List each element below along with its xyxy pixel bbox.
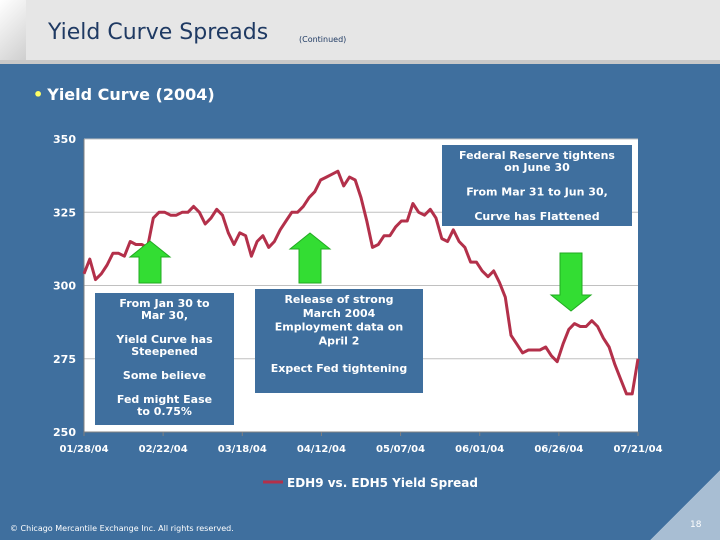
bullet-icon: • xyxy=(33,85,44,104)
y-tick-label: 350 xyxy=(53,133,76,146)
annotation-fed-text: From Mar 31 to Jun 30, xyxy=(466,186,608,199)
down-arrow-icon xyxy=(549,252,593,312)
copyright-notice: © Chicago Mercantile Exchange Inc. All r… xyxy=(10,524,234,533)
page-subtitle: (Continued) xyxy=(299,35,347,44)
annotation-release-text: March 2004 xyxy=(303,307,376,320)
annotation-release-text: Release of strong xyxy=(284,293,393,306)
x-tick-label: 03/18/04 xyxy=(218,444,267,455)
annotation-fed-text: on June 30 xyxy=(504,161,570,174)
up-arrow-icon xyxy=(128,240,172,284)
series-line-yield-spread xyxy=(82,169,640,396)
section-heading: • Yield Curve (2004) xyxy=(33,85,215,104)
x-tick-label: 01/28/04 xyxy=(59,444,108,455)
annotation-release-text: April 2 xyxy=(319,334,360,347)
y-tick-label: 275 xyxy=(53,353,76,366)
legend-label: EDH9 vs. EDH5 Yield Spread xyxy=(287,476,478,490)
y-tick-label: 250 xyxy=(53,426,76,439)
page-title: Yield Curve Spreads xyxy=(48,20,269,45)
annotation-release-text: Expect Fed tightening xyxy=(271,362,408,375)
annotation-fed-box xyxy=(442,145,632,226)
header-bar: Yield Curve Spreads (Continued) xyxy=(0,0,720,60)
annotation-steepened-text: Some believe xyxy=(123,369,206,382)
annotation-steepened-text: Yield Curve has xyxy=(115,333,213,346)
annotation-release-text: Employment data on xyxy=(275,321,403,334)
annotation-steepened-text: to 0.75% xyxy=(137,405,192,418)
x-tick-label: 06/01/04 xyxy=(455,444,504,455)
annotation-release-box xyxy=(255,289,423,393)
x-tick-label: 02/22/04 xyxy=(139,444,188,455)
x-tick-label: 04/12/04 xyxy=(297,444,346,455)
page-curl-decoration xyxy=(650,470,720,540)
annotation-steepened-text: From Jan 30 to xyxy=(119,297,210,310)
section-heading-text: Yield Curve (2004) xyxy=(47,85,215,104)
header-divider xyxy=(0,60,720,64)
annotation-steepened-text: Steepened xyxy=(131,345,198,358)
annotation-steepened-box xyxy=(95,293,234,425)
y-tick-label: 325 xyxy=(53,206,76,219)
annotation-fed-text: Federal Reserve tightens xyxy=(459,149,615,162)
x-tick-label: 06/26/04 xyxy=(534,444,583,455)
annotation-steepened-text: Mar 30, xyxy=(141,309,188,322)
page-number: 18 xyxy=(690,520,702,530)
up-arrow-icon xyxy=(288,232,332,284)
annotation-steepened-text: Fed might Ease xyxy=(117,393,212,406)
annotation-fed-text: Curve has Flattened xyxy=(474,210,599,223)
y-tick-label: 300 xyxy=(53,280,76,293)
x-tick-label: 07/21/04 xyxy=(613,444,662,455)
x-tick-label: 05/07/04 xyxy=(376,444,425,455)
header-accent-stripe xyxy=(0,0,26,60)
